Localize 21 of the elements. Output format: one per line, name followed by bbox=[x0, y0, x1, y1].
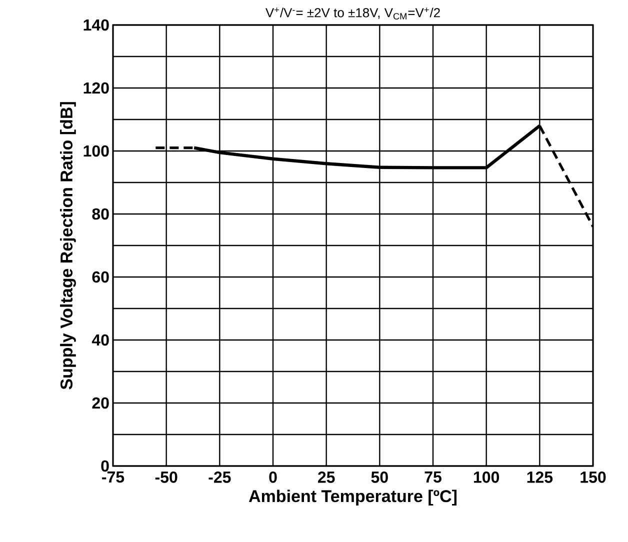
x-axis-title: Ambient Temperature [ºC] bbox=[248, 490, 457, 506]
x-tick-label: 100 bbox=[474, 472, 500, 483]
y-axis-title: Supply Voltage Rejection Ratio [dB] bbox=[60, 102, 76, 390]
x-tick-label: 0 bbox=[269, 472, 277, 483]
y-tick-label: 100 bbox=[84, 145, 109, 157]
x-tick-label: 125 bbox=[527, 472, 553, 483]
y-tick-label: 140 bbox=[84, 19, 109, 31]
x-tick-label: -50 bbox=[155, 472, 178, 483]
y-tick-label: 60 bbox=[92, 271, 109, 283]
y-tick-label: 0 bbox=[101, 460, 109, 472]
x-tick-label: 50 bbox=[371, 472, 388, 483]
x-tick-label: 75 bbox=[424, 472, 442, 483]
x-tick-label: -75 bbox=[102, 472, 124, 483]
x-tick-label: 25 bbox=[318, 472, 335, 483]
chart-title: V$^{+}$/V$^{-}$= ±2V to ±18V, V$_{CM}$=V$^{+}$/2 bbox=[266, 8, 440, 20]
x-tick-label: 150 bbox=[580, 472, 606, 483]
y-tick-label: 40 bbox=[92, 334, 109, 346]
y-tick-label: 80 bbox=[92, 208, 109, 220]
y-tick-label: 120 bbox=[84, 82, 109, 94]
y-tick-label: 20 bbox=[92, 397, 109, 409]
x-tick-label: -25 bbox=[208, 472, 231, 483]
